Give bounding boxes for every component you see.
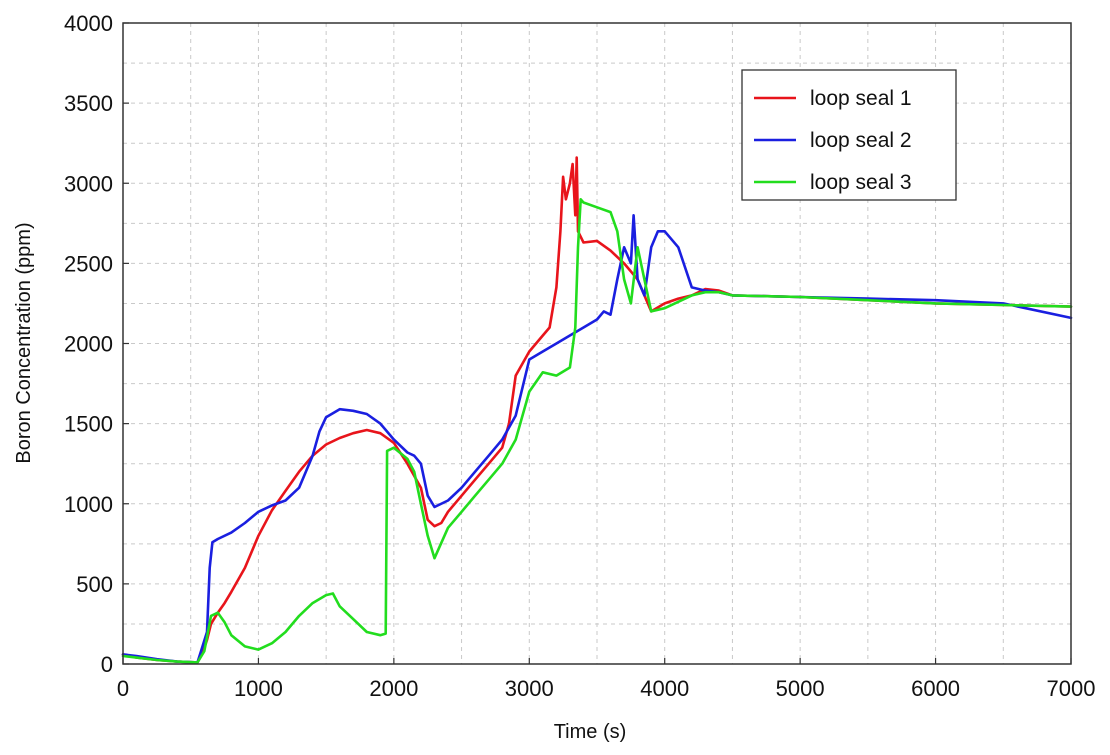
x-tick-label: 3000 xyxy=(505,676,554,701)
y-tick-label: 0 xyxy=(101,652,113,677)
x-tick-label: 7000 xyxy=(1047,676,1096,701)
x-axis-ticks: 0 1000 2000 3000 4000 5000 6000 7000 xyxy=(117,658,1096,701)
series-line-1 xyxy=(121,156,1073,664)
x-tick-label: 6000 xyxy=(911,676,960,701)
series-line-3 xyxy=(121,198,1073,664)
x-tick-label: 2000 xyxy=(369,676,418,701)
legend-label-1: loop seal 1 xyxy=(810,87,912,110)
x-axis-title: Time (s) xyxy=(554,721,627,743)
y-tick-label: 3500 xyxy=(64,91,113,116)
legend-box xyxy=(741,69,957,201)
y-tick-label: 2000 xyxy=(64,332,113,357)
series-lines xyxy=(121,156,1073,664)
series-line-2 xyxy=(121,214,1073,664)
x-tick-label: 4000 xyxy=(640,676,689,701)
y-tick-label: 1000 xyxy=(64,492,113,517)
legend-label-2: loop seal 2 xyxy=(810,129,912,152)
legend: loop seal 1 loop seal 2 loop seal 3 xyxy=(741,69,957,201)
y-tick-label: 4000 xyxy=(64,11,113,36)
x-tick-label: 0 xyxy=(117,676,129,701)
y-tick-label: 1500 xyxy=(64,412,113,437)
y-tick-label: 500 xyxy=(76,572,113,597)
x-tick-label: 1000 xyxy=(234,676,283,701)
grid-lines xyxy=(123,23,1071,664)
x-tick-label: 5000 xyxy=(776,676,825,701)
y-axis-title: Boron Concentration (ppm) xyxy=(13,222,35,463)
y-tick-label: 2500 xyxy=(64,251,113,276)
y-tick-label: 3000 xyxy=(64,171,113,196)
y-axis-ticks: 0 500 1000 1500 2000 2500 3000 3500 4000 xyxy=(64,11,129,677)
legend-label-3: loop seal 3 xyxy=(810,171,912,194)
